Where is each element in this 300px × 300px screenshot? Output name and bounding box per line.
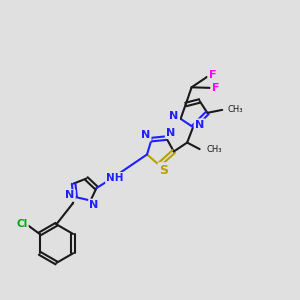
Text: N: N (166, 128, 176, 138)
Text: N: N (89, 200, 99, 210)
Text: NH: NH (106, 173, 124, 183)
Text: F: F (209, 70, 216, 80)
Text: N: N (65, 190, 74, 200)
Text: N: N (169, 111, 179, 122)
Text: N: N (141, 130, 150, 140)
Text: S: S (159, 164, 168, 177)
Text: CH₃: CH₃ (228, 105, 243, 114)
Text: N: N (195, 120, 204, 130)
Text: F: F (212, 83, 219, 93)
Text: Cl: Cl (16, 219, 27, 229)
Text: CH₃: CH₃ (206, 145, 222, 154)
